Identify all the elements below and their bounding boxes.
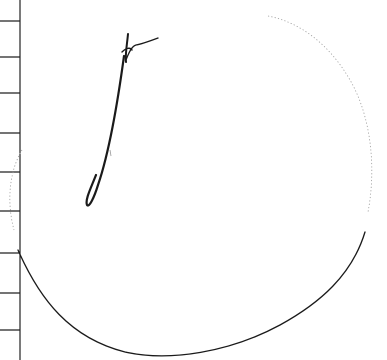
faint-dot xyxy=(109,149,112,157)
faint-arc-trace xyxy=(267,15,373,213)
large-curve-stroke xyxy=(17,231,366,357)
handwritten-scribble-icon xyxy=(85,33,159,207)
ruled-strip xyxy=(0,0,21,360)
faint-edge-trace xyxy=(9,149,23,231)
scribble-main-stroke xyxy=(85,54,126,207)
scribble-loop-stroke xyxy=(121,47,133,53)
scribble-flick-stroke xyxy=(125,37,159,61)
